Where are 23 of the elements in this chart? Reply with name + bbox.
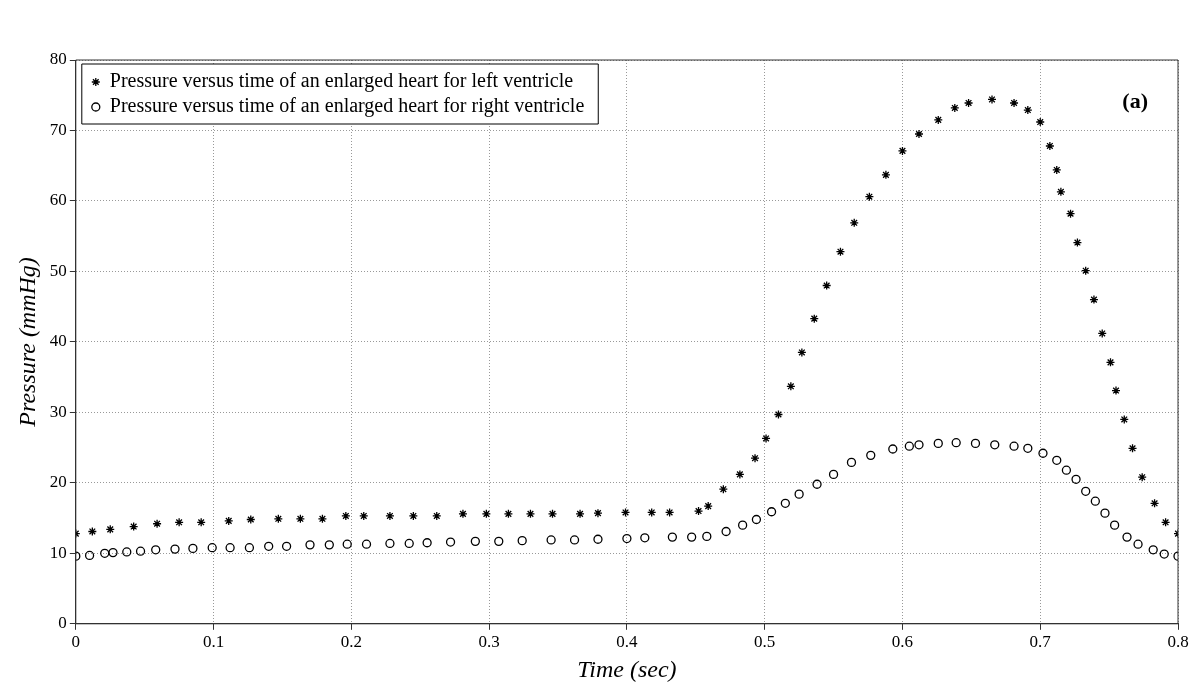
x-tick-label: 0.7 [1029,632,1052,652]
legend-label: Pressure versus time of an enlarged heart for right ventricle [109,94,585,118]
y-tick-label: 80 [49,49,67,69]
y-tick-label: 10 [49,542,67,562]
y-tick-label: 0 [58,613,67,633]
y-tick-label: 40 [49,331,67,351]
x-tick-label: 0.3 [478,632,500,652]
y-tick-label: 60 [49,190,67,210]
annotation: (a) [1122,87,1148,113]
y-axis-title: Pressure (mmHg) [13,257,40,428]
x-tick-label: 0.4 [616,632,639,652]
x-tick-label: 0.1 [202,632,225,652]
x-tick-label: 0 [71,632,81,652]
y-tick-label: 30 [49,401,67,421]
x-tick-label: 0.6 [891,632,914,652]
x-axis-title: Time (sec) [577,655,677,682]
x-tick-label: 0.5 [754,632,776,652]
x-tick-label: 0.2 [340,632,362,652]
x-tick-label: 0.8 [1167,632,1189,652]
legend-label: Pressure versus time of an enlarged heart for left ventricle [109,69,574,93]
y-tick-label: 50 [49,260,67,280]
y-tick-label: 20 [49,472,67,492]
y-tick-label: 70 [49,119,67,139]
